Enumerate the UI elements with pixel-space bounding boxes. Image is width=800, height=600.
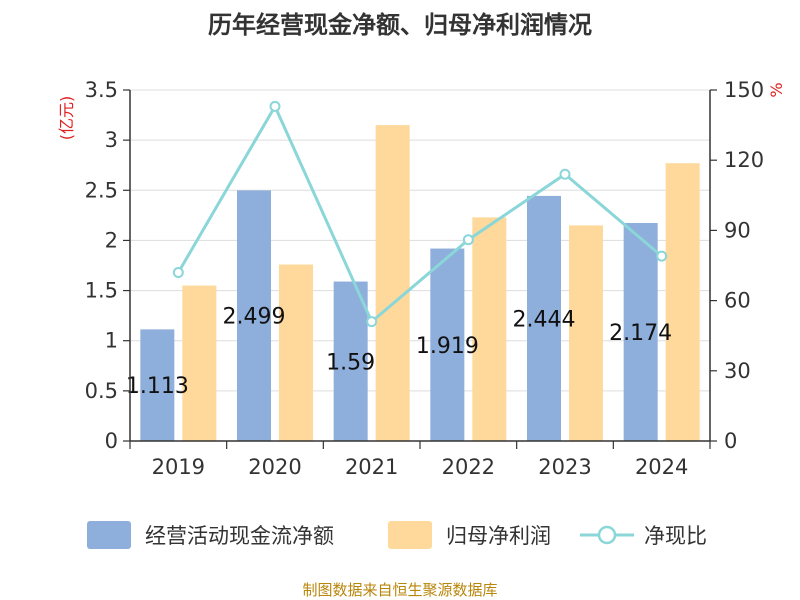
ratio-point (656, 250, 668, 262)
bar-netprofit (472, 217, 507, 441)
legend-swatch-cashflow (87, 521, 131, 549)
x-tick-label: 2020 (248, 455, 301, 479)
left-tick-label: 3 (105, 128, 118, 152)
left-tick-label: 0 (105, 429, 118, 453)
right-tick-label: 30 (724, 359, 751, 383)
bar-cashflow (430, 248, 465, 441)
right-tick-label: 120 (724, 148, 764, 172)
left-tick-label: 1.5 (85, 279, 118, 303)
ratio-point (269, 100, 281, 112)
right-tick-label: 150 (724, 78, 764, 102)
legend-marker-ratio (597, 525, 617, 545)
bar-netprofit (182, 285, 217, 441)
bar-netprofit (375, 125, 410, 441)
left-tick-label: 0.5 (85, 379, 118, 403)
right-axis-unit: % (767, 82, 786, 97)
bars (140, 125, 700, 442)
chart-title: 历年经营现金净额、归母净利润情况 (208, 11, 592, 39)
x-tick-label: 2024 (635, 455, 688, 479)
data-label-cashflow: 2.174 (609, 321, 672, 346)
legend-label-cashflow: 经营活动现金流净额 (145, 524, 334, 548)
data-label-cashflow: 1.113 (126, 374, 189, 399)
legend-label-netprofit: 归母净利润 (446, 524, 551, 548)
bar-cashflow (527, 195, 561, 441)
legend-label-ratio: 净现比 (644, 524, 707, 548)
ratio-polyline (177, 104, 663, 324)
ratio-point (462, 234, 474, 246)
ratio-point (559, 168, 571, 180)
legend-swatch-netprofit (388, 521, 432, 549)
data-labels: 1.113 2.499 1.59 1.919 2.444 2.174 (126, 305, 672, 399)
data-label-cashflow: 1.59 (326, 350, 375, 375)
axes: 0 0.5 1 1.5 2 2.5 3 3.5 0 30 60 90 120 150 2019 2020 202… (85, 78, 765, 479)
bar-netprofit (279, 264, 313, 441)
x-tick-label: 2022 (442, 455, 495, 479)
bar-cashflow (333, 281, 368, 441)
bar-netprofit (665, 163, 700, 442)
bar-cashflow (140, 329, 175, 441)
left-tick-label: 1 (105, 329, 118, 353)
ratio-point (172, 267, 184, 279)
bar-netprofit (569, 225, 603, 441)
left-tick-label: 2.5 (85, 178, 118, 202)
x-tick-label: 2019 (152, 455, 205, 479)
x-tick-label: 2023 (538, 455, 591, 479)
right-tick-label: 60 (724, 289, 751, 313)
left-tick-label: 3.5 (85, 78, 118, 102)
x-tick-label: 2021 (345, 455, 398, 479)
source-note: 制图数据来自恒生聚源数据库 (302, 581, 497, 599)
data-label-cashflow: 1.919 (416, 334, 479, 359)
data-label-cashflow: 2.444 (513, 307, 576, 332)
data-label-cashflow: 2.499 (223, 305, 286, 330)
right-tick-label: 0 (724, 429, 737, 453)
left-axis-unit: (亿元) (57, 96, 76, 141)
bar-cashflow (237, 190, 271, 441)
legend: 经营活动现金流净额 归母净利润 净现比 (87, 521, 707, 549)
bar-cashflow (623, 222, 658, 441)
ratio-point (366, 316, 378, 328)
ratio-line (172, 100, 668, 328)
left-tick-label: 2 (105, 228, 118, 252)
right-tick-label: 90 (724, 218, 751, 242)
